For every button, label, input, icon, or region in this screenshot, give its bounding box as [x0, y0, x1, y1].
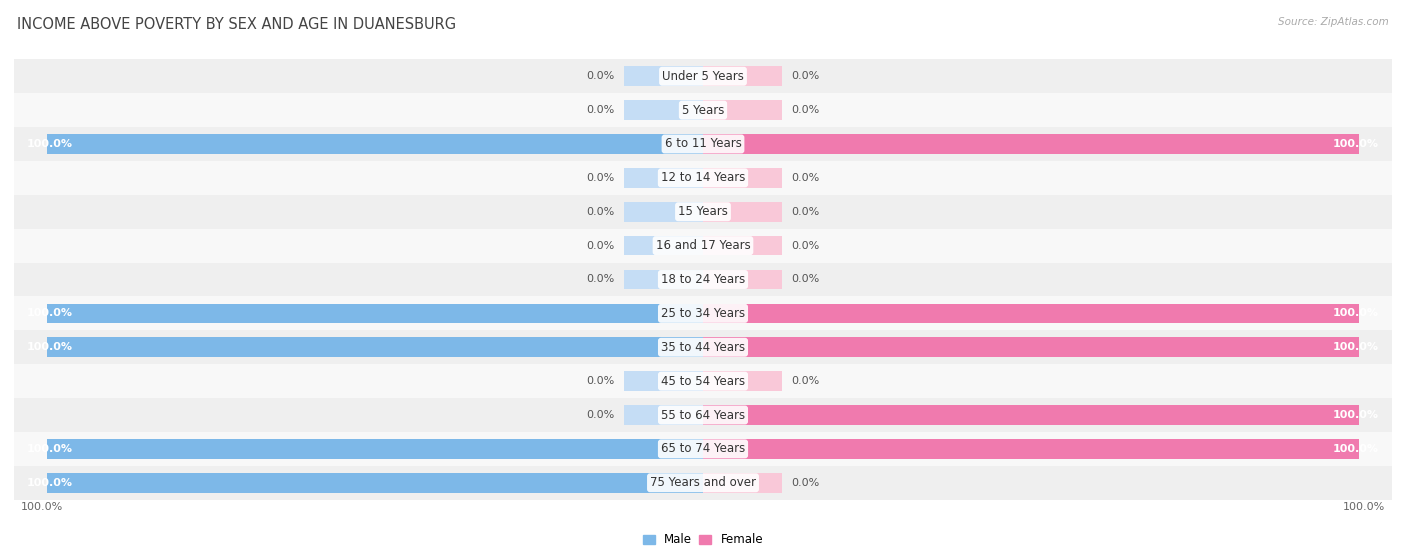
- Bar: [46, 304, 703, 323]
- Bar: [624, 371, 703, 391]
- Bar: [46, 439, 703, 459]
- Bar: [703, 269, 782, 290]
- Text: 55 to 64 Years: 55 to 64 Years: [661, 409, 745, 421]
- Bar: [14, 263, 1392, 296]
- Text: 100.0%: 100.0%: [1343, 502, 1385, 512]
- Bar: [46, 134, 703, 154]
- Text: 0.0%: 0.0%: [586, 105, 614, 115]
- Bar: [14, 161, 1392, 195]
- Bar: [624, 202, 703, 221]
- Bar: [14, 432, 1392, 466]
- Legend: Male, Female: Male, Female: [638, 528, 768, 551]
- Bar: [46, 473, 703, 492]
- Bar: [703, 67, 782, 86]
- Text: 5 Years: 5 Years: [682, 103, 724, 117]
- Text: 0.0%: 0.0%: [792, 376, 820, 386]
- Bar: [624, 168, 703, 188]
- Text: 0.0%: 0.0%: [792, 173, 820, 183]
- Text: 25 to 34 Years: 25 to 34 Years: [661, 307, 745, 320]
- Text: 0.0%: 0.0%: [792, 105, 820, 115]
- Bar: [14, 364, 1392, 398]
- Bar: [703, 134, 1360, 154]
- Bar: [14, 398, 1392, 432]
- Text: 0.0%: 0.0%: [792, 71, 820, 81]
- Text: 15 Years: 15 Years: [678, 205, 728, 218]
- Text: 100.0%: 100.0%: [21, 502, 63, 512]
- Text: 0.0%: 0.0%: [792, 478, 820, 488]
- Text: 75 Years and over: 75 Years and over: [650, 476, 756, 489]
- Bar: [624, 269, 703, 290]
- Bar: [703, 304, 1360, 323]
- Bar: [703, 338, 1360, 357]
- Text: INCOME ABOVE POVERTY BY SEX AND AGE IN DUANESBURG: INCOME ABOVE POVERTY BY SEX AND AGE IN D…: [17, 17, 456, 32]
- Bar: [46, 338, 703, 357]
- Text: 100.0%: 100.0%: [1333, 444, 1379, 454]
- Text: 16 and 17 Years: 16 and 17 Years: [655, 239, 751, 252]
- Bar: [624, 236, 703, 255]
- Text: 100.0%: 100.0%: [27, 444, 73, 454]
- Text: 100.0%: 100.0%: [1333, 342, 1379, 352]
- Text: 100.0%: 100.0%: [27, 309, 73, 319]
- Text: 100.0%: 100.0%: [1333, 309, 1379, 319]
- Bar: [624, 100, 703, 120]
- Text: 0.0%: 0.0%: [586, 71, 614, 81]
- Bar: [703, 473, 782, 492]
- Text: 0.0%: 0.0%: [792, 207, 820, 217]
- Text: 0.0%: 0.0%: [792, 240, 820, 250]
- Bar: [703, 371, 782, 391]
- Bar: [703, 405, 1360, 425]
- Text: 100.0%: 100.0%: [27, 342, 73, 352]
- Text: Source: ZipAtlas.com: Source: ZipAtlas.com: [1278, 17, 1389, 27]
- Bar: [14, 466, 1392, 500]
- Text: 0.0%: 0.0%: [586, 410, 614, 420]
- Text: 12 to 14 Years: 12 to 14 Years: [661, 172, 745, 184]
- Text: 0.0%: 0.0%: [586, 240, 614, 250]
- Text: Under 5 Years: Under 5 Years: [662, 70, 744, 83]
- Text: 0.0%: 0.0%: [586, 274, 614, 285]
- Text: 35 to 44 Years: 35 to 44 Years: [661, 341, 745, 354]
- Bar: [703, 202, 782, 221]
- Bar: [14, 330, 1392, 364]
- Text: 0.0%: 0.0%: [586, 376, 614, 386]
- Bar: [624, 67, 703, 86]
- Text: 6 to 11 Years: 6 to 11 Years: [665, 138, 741, 150]
- Bar: [14, 229, 1392, 263]
- Bar: [624, 405, 703, 425]
- Text: 0.0%: 0.0%: [792, 274, 820, 285]
- Text: 100.0%: 100.0%: [1333, 139, 1379, 149]
- Bar: [14, 59, 1392, 93]
- Text: 100.0%: 100.0%: [27, 478, 73, 488]
- Text: 100.0%: 100.0%: [27, 139, 73, 149]
- Text: 45 to 54 Years: 45 to 54 Years: [661, 375, 745, 387]
- Text: 65 to 74 Years: 65 to 74 Years: [661, 442, 745, 456]
- Text: 100.0%: 100.0%: [1333, 410, 1379, 420]
- Text: 0.0%: 0.0%: [586, 173, 614, 183]
- Text: 18 to 24 Years: 18 to 24 Years: [661, 273, 745, 286]
- Bar: [703, 168, 782, 188]
- Bar: [14, 127, 1392, 161]
- Bar: [14, 93, 1392, 127]
- Bar: [703, 100, 782, 120]
- Text: 0.0%: 0.0%: [586, 207, 614, 217]
- Bar: [14, 195, 1392, 229]
- Bar: [14, 296, 1392, 330]
- Bar: [703, 236, 782, 255]
- Bar: [703, 439, 1360, 459]
